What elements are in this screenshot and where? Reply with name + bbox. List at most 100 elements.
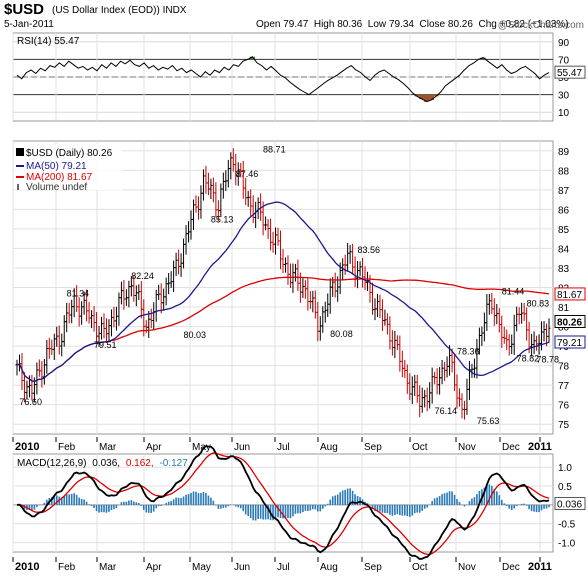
- macd-last-tag: 0.036: [554, 497, 586, 511]
- change-label: Chg: [478, 19, 497, 30]
- quote-date: 5-Jan-2011: [4, 19, 54, 30]
- macd-tick: -0.5: [558, 520, 576, 531]
- macd-tick: -1.0: [558, 539, 576, 550]
- x-tick-label: Aug: [320, 442, 338, 453]
- high-label: High: [313, 19, 335, 30]
- price-tick: 80: [558, 323, 570, 334]
- macd-frame: [12, 453, 554, 553]
- price-tick: 88: [558, 166, 570, 177]
- price-annotation: 75.63: [477, 416, 500, 426]
- price-annotations: 76.60 81.34 79.51 82.24 80.03 85.13 87.46 88.71…: [19, 144, 559, 425]
- legend-volume: Volume undef: [26, 182, 87, 193]
- rsi-legend: RSI(14) 55.47: [17, 36, 80, 47]
- x-tick-label: Nov: [458, 562, 476, 573]
- open-value: 79.47: [283, 19, 309, 30]
- ma50-tag: 79.21: [557, 338, 582, 349]
- open-label: Open: [256, 19, 281, 30]
- price-last-tag: 80.26: [557, 317, 582, 328]
- ma50-tag-box: [554, 335, 586, 349]
- high-value: 80.36: [337, 19, 363, 30]
- x-tick-label: 2011: [528, 441, 552, 453]
- price-annotation: 76.60: [19, 397, 42, 407]
- price-tick: 86: [558, 205, 570, 216]
- x-tick-label: Jul: [277, 442, 290, 453]
- price-panel: 76.60 81.34 79.51 82.24 80.03 85.13 87.46 88.71…: [12, 140, 586, 435]
- x-tick-label: Sep: [364, 562, 382, 573]
- x-tick-label: 2011: [528, 561, 552, 573]
- macd-panel: MACD(12,26,9) 0.036, 0.162, -0.127 1.0 0.…: [12, 445, 586, 560]
- price-tick: 84: [558, 244, 570, 255]
- stockcharts-watermark: @StockCharts.com: [497, 20, 584, 31]
- price-tags: 81.67 80.26 79.21: [554, 287, 586, 349]
- rsi-tick: 10: [558, 108, 570, 119]
- x-tick-label: Apr: [146, 562, 162, 573]
- ma200-tag: 81.67: [557, 290, 582, 301]
- chart-symbol: $USD: [4, 1, 45, 18]
- price-tick: 75: [558, 420, 570, 431]
- price-grid: [12, 141, 553, 434]
- price-x-axis: 2010 Feb Mar Apr May Jun Jul Aug Sep Oct Nov Dec 201…: [12, 437, 552, 453]
- price-legend: $USD (Daily) 80.26 MA(50) 79.21 MA(200) …: [14, 144, 122, 193]
- x-tick-label: 2010: [15, 441, 39, 453]
- macd-tick: 1.0: [558, 463, 572, 474]
- macd-line: [16, 445, 550, 560]
- price-annotation: 87.46: [236, 169, 259, 179]
- rsi-tag-box: [554, 65, 586, 79]
- x-tick-label: Jun: [234, 562, 250, 573]
- x-tick-label: Mar: [99, 442, 117, 453]
- macd-tick: 0.5: [558, 482, 572, 493]
- macd-legend: MACD(12,26,9) 0.036, 0.162, -0.127: [17, 458, 188, 469]
- x-tick-label: May: [192, 562, 211, 573]
- legend-bg: [14, 144, 122, 190]
- close-label: Close: [419, 19, 446, 30]
- macd-tag-label: 0.036: [557, 500, 582, 511]
- x-tick-label: Sep: [364, 442, 382, 453]
- price-tick: 78: [558, 362, 570, 373]
- x-tick-label: Apr: [146, 442, 162, 453]
- legend-price-swatch: [16, 148, 24, 156]
- macd-signal-line: [17, 452, 550, 556]
- x-tick-label: Feb: [58, 562, 76, 573]
- price-annotation: 79.51: [94, 340, 117, 350]
- x-tick-label: Jul: [277, 562, 290, 573]
- price-annotation: 82.24: [131, 271, 154, 281]
- legend-price: $USD (Daily) 80.26: [26, 148, 113, 159]
- x-tick-label: Oct: [412, 442, 428, 453]
- rsi-line: [16, 56, 550, 103]
- macd-legend-signal: 0.162,: [126, 458, 154, 469]
- price-annotation: 80.08: [330, 329, 353, 339]
- rsi-last-tag: 55.47: [554, 65, 586, 79]
- macd-legend-hist: -0.127: [159, 458, 188, 469]
- price-annotation: 76.14: [435, 406, 458, 416]
- x-tick-label: 2010: [15, 561, 39, 573]
- x-tick-label: Dec: [502, 562, 520, 573]
- price-tick: 81: [558, 303, 570, 314]
- price-bars: [15, 148, 551, 420]
- price-tick: 89: [558, 147, 570, 158]
- legend-ma50: MA(50) 79.21: [26, 161, 87, 172]
- rsi-tag-label: 55.47: [557, 68, 582, 79]
- price-annotation: 78.82: [517, 354, 540, 364]
- x-tick-label: Jun: [234, 442, 250, 453]
- rsi-tick: 70: [558, 55, 570, 66]
- price-annotation: 78.36: [457, 347, 480, 357]
- ma200-tag-box: [554, 287, 586, 301]
- legend-volume-swatch: [17, 184, 19, 190]
- x-tick-label: Dec: [502, 442, 520, 453]
- price-annotation: 80.03: [184, 330, 207, 340]
- rsi-panel: RSI(14) 55.47 9070503010 55.47: [12, 32, 586, 122]
- x-tick-label: Mar: [99, 562, 117, 573]
- macd-x-axis: 2010 Feb Mar Apr May Jun Jul Aug Sep Oct Nov Dec 201…: [12, 557, 552, 573]
- ohlc-quote: Open 79.47 High 80.36 Low 79.34 Close 80…: [256, 19, 569, 30]
- close-value: 80.26: [447, 19, 473, 30]
- price-annotation: 88.71: [263, 144, 286, 154]
- price-annotation: 80.83: [527, 298, 550, 308]
- x-tick-label: Oct: [412, 562, 428, 573]
- change-value: +0.82 (+1.03%): [499, 19, 569, 30]
- price-tick: 76: [558, 401, 570, 412]
- price-tick: 83: [558, 264, 570, 275]
- x-tick-label: Feb: [58, 442, 76, 453]
- x-tick-label: Nov: [458, 442, 476, 453]
- low-label: Low: [367, 19, 387, 30]
